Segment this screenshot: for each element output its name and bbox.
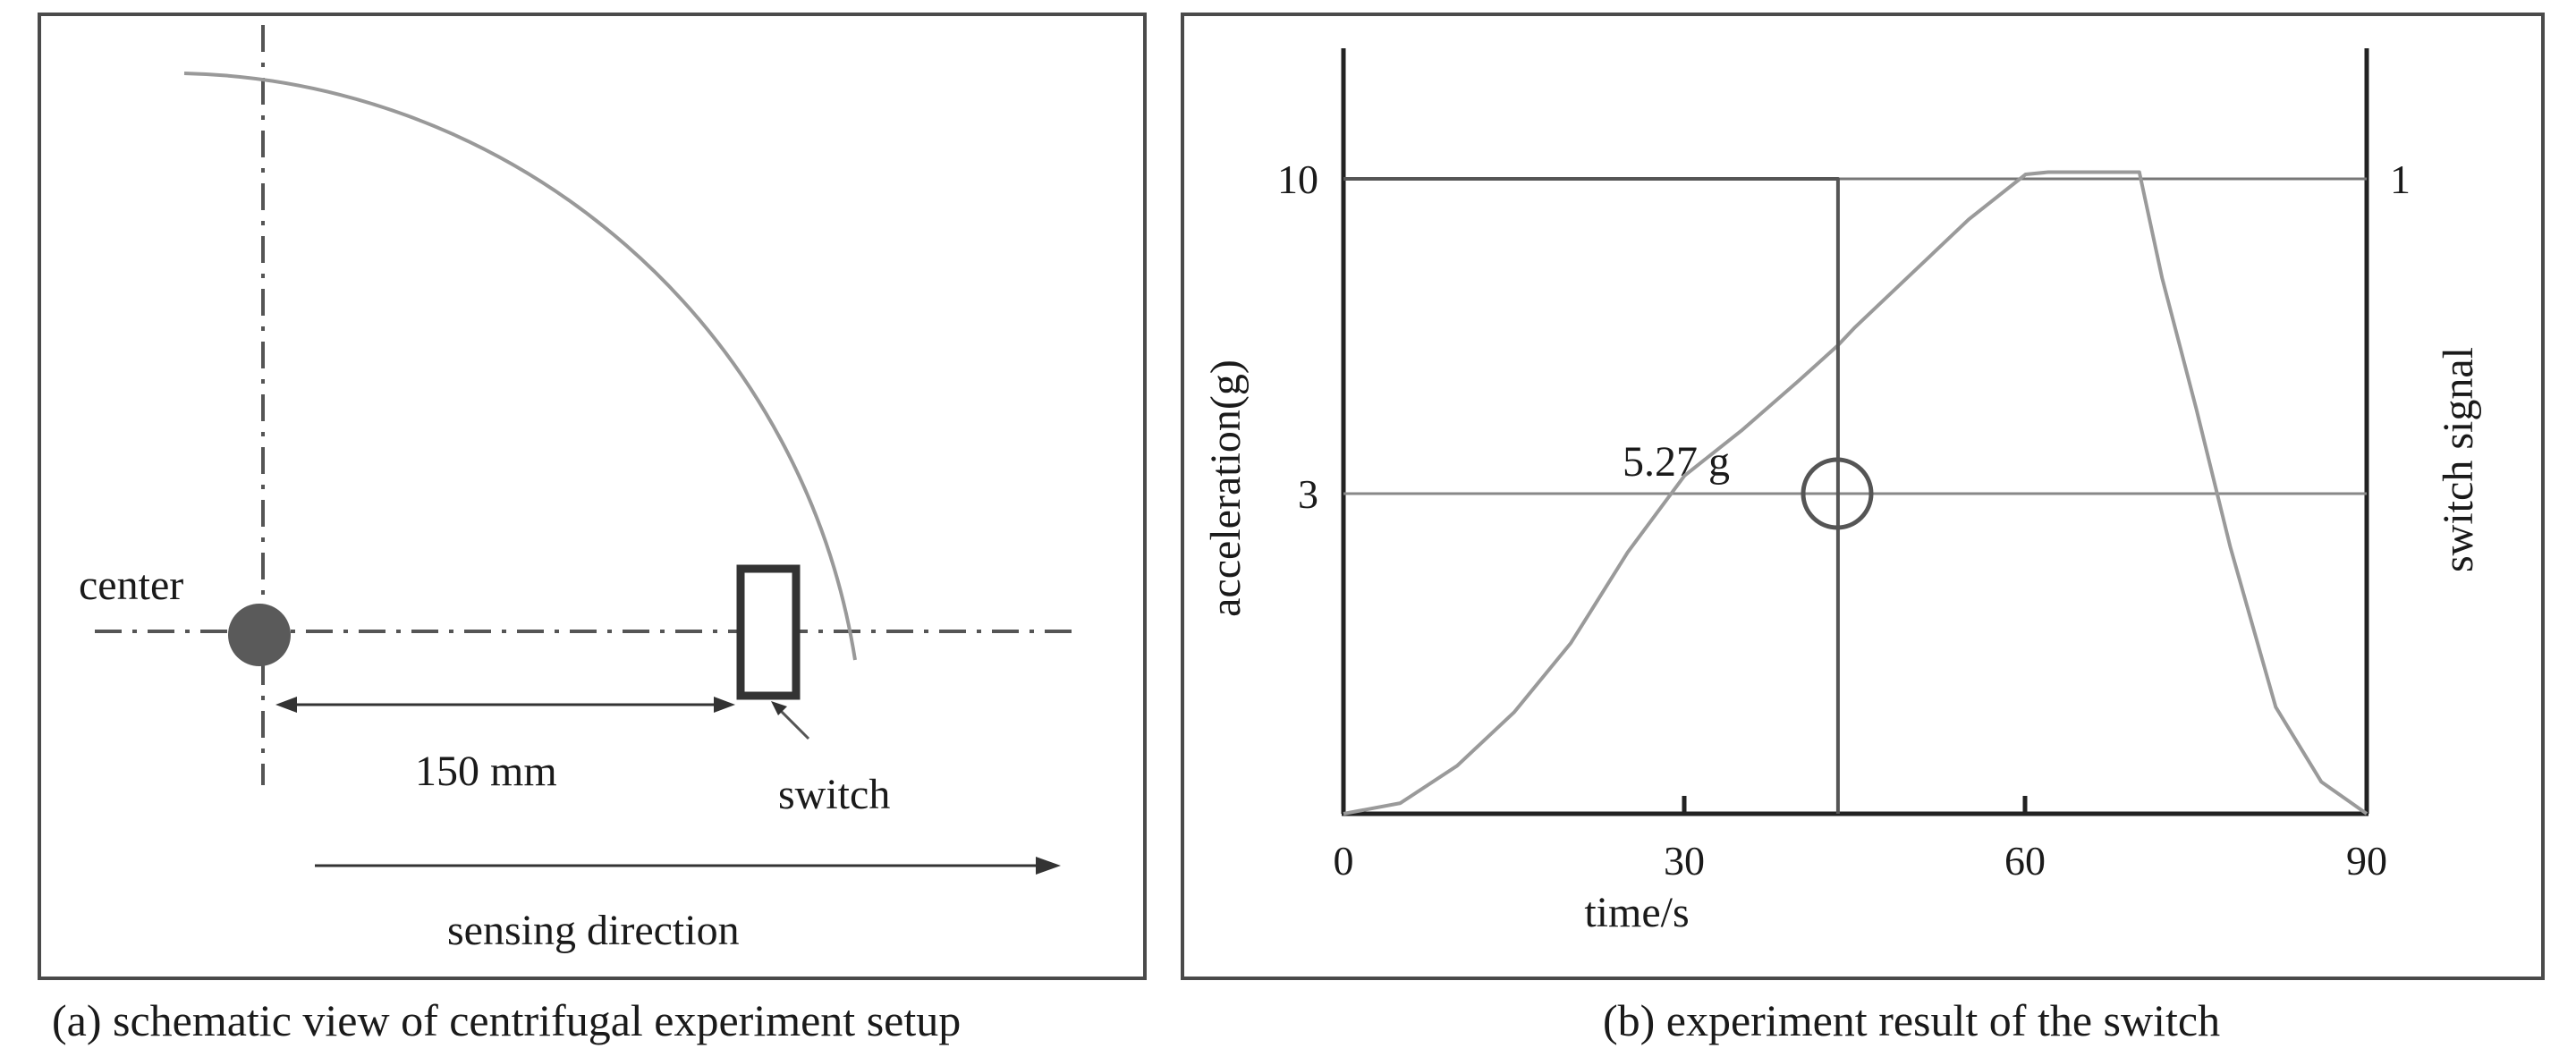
y-tick-label-3: 3 <box>1298 471 1318 517</box>
left-y-axis-label: acceleration(g) <box>1202 359 1250 617</box>
y-tick-label-10: 10 <box>1277 156 1318 202</box>
chart-panel: 0 30 60 90 10 3 1 time/s acceleration(g)… <box>1181 13 2545 980</box>
sensing-direction-label: sensing direction <box>447 907 740 954</box>
series-layer <box>1343 170 2368 816</box>
caption-a: (a) schematic view of centrifugal experi… <box>52 995 962 1045</box>
switch-label: switch <box>778 771 890 818</box>
center-label: center <box>79 562 183 609</box>
threshold-annotation: 5.27 g <box>1623 438 1730 486</box>
right-tick-label-1: 1 <box>2390 156 2411 202</box>
x-tick-label-90: 90 <box>2346 838 2387 884</box>
x-axis-label: time/s <box>1584 889 1689 936</box>
acceleration-curve <box>1343 170 2368 816</box>
x-tick-label-0: 0 <box>1334 838 1354 884</box>
schematic-panel: center switch 150 mm sensing direction <box>38 13 1147 980</box>
x-tick-label-60: 60 <box>2004 838 2046 884</box>
rotation-arc <box>183 72 857 661</box>
caption-b: (b) experiment result of the switch <box>1603 995 2221 1045</box>
acceleration-chart: 0 30 60 90 10 3 1 time/s acceleration(g)… <box>1202 48 2482 936</box>
radius-label: 150 mm <box>415 748 557 795</box>
switch-pointer-arrowhead <box>771 701 787 715</box>
center-dot <box>228 604 291 666</box>
schematic-drawing: center switch 150 mm sensing direction <box>79 25 1079 954</box>
right-y-axis-label: switch signal <box>2435 347 2482 572</box>
x-tick-label-30: 30 <box>1664 838 1705 884</box>
sensing-direction-arrowhead <box>1036 857 1061 875</box>
radius-arrowhead-left <box>275 697 297 713</box>
switch-signal-line <box>1343 177 1840 814</box>
switch-box <box>736 564 801 700</box>
radius-arrowhead-right <box>714 697 735 713</box>
